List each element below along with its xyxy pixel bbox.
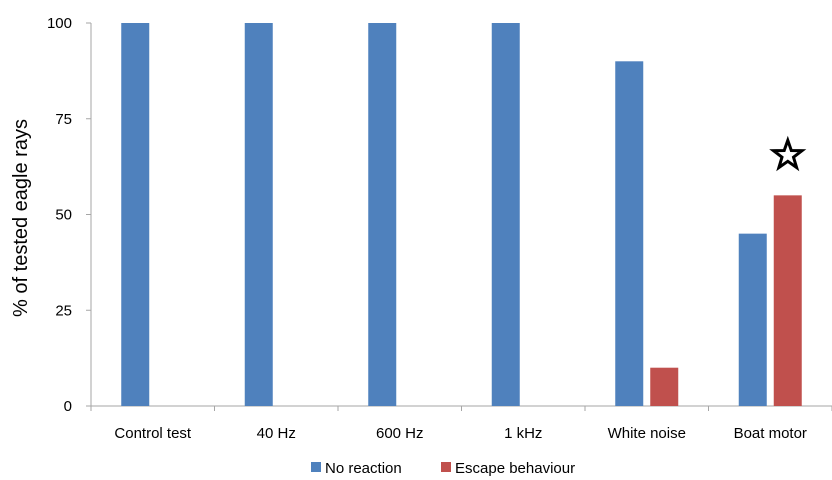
y-tick-label: 50 bbox=[55, 207, 72, 224]
legend-label: No reaction bbox=[325, 460, 402, 477]
x-category-label: White noise bbox=[608, 425, 686, 442]
annotations bbox=[769, 135, 807, 172]
bar-escape-behaviour bbox=[773, 195, 802, 406]
legend: No reaction Escape behaviour bbox=[311, 460, 575, 477]
bar-no-reaction bbox=[244, 23, 273, 406]
bar-no-reaction bbox=[368, 23, 397, 406]
x-category-label: 600 Hz bbox=[376, 425, 424, 442]
bar-escape-behaviour bbox=[650, 367, 679, 406]
bar-no-reaction bbox=[491, 23, 520, 406]
y-tick-label: 100 bbox=[47, 15, 72, 32]
bar-no-reaction bbox=[121, 23, 150, 406]
x-category-label: Control test bbox=[114, 425, 192, 442]
y-tick-label: 75 bbox=[55, 111, 72, 128]
y-tick-label: 0 bbox=[64, 398, 72, 415]
bar-no-reaction bbox=[615, 61, 644, 407]
legend-label: Escape behaviour bbox=[455, 460, 575, 477]
bars bbox=[121, 23, 802, 407]
y-axis: 0 25 50 75 100 bbox=[47, 15, 92, 415]
legend-swatch bbox=[441, 462, 451, 472]
x-category-label: Boat motor bbox=[734, 425, 807, 442]
y-axis-title: % of tested eagle rays bbox=[10, 119, 32, 317]
x-category-label: 1 kHz bbox=[504, 425, 542, 442]
star-icon bbox=[769, 135, 807, 172]
x-axis: Control test 40 Hz 600 Hz 1 kHz White noise B… bbox=[90, 405, 832, 442]
legend-swatch bbox=[311, 462, 321, 472]
x-category-label: 40 Hz bbox=[257, 425, 296, 442]
bar-no-reaction bbox=[738, 233, 767, 406]
y-tick-label: 25 bbox=[55, 302, 72, 319]
